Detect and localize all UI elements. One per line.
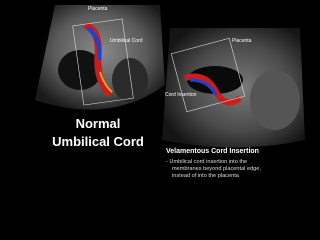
image-label: Placenta [88, 6, 108, 12]
slide: Placenta Umbilical Cord Placenta Cord In… [35, 5, 305, 179]
image-label: Placenta [232, 38, 252, 44]
right-ultrasound: Placenta Cord Insertion [162, 28, 305, 148]
bullet-text: - Umbilical cord insertion into the [166, 159, 247, 165]
left-ultrasound: Placenta Umbilical Cord [35, 5, 165, 110]
bullet-text: instead of into the placenta [172, 173, 240, 179]
section-title: Velamentous Cord Insertion [166, 148, 259, 155]
bullet-text: membranes beyond placental edge, [172, 166, 261, 172]
image-label: Umbilical Cord [110, 38, 143, 44]
caption: Umbilical Cord [52, 134, 144, 149]
caption: Normal [76, 116, 121, 131]
image-label: Cord Insertion [165, 92, 197, 98]
